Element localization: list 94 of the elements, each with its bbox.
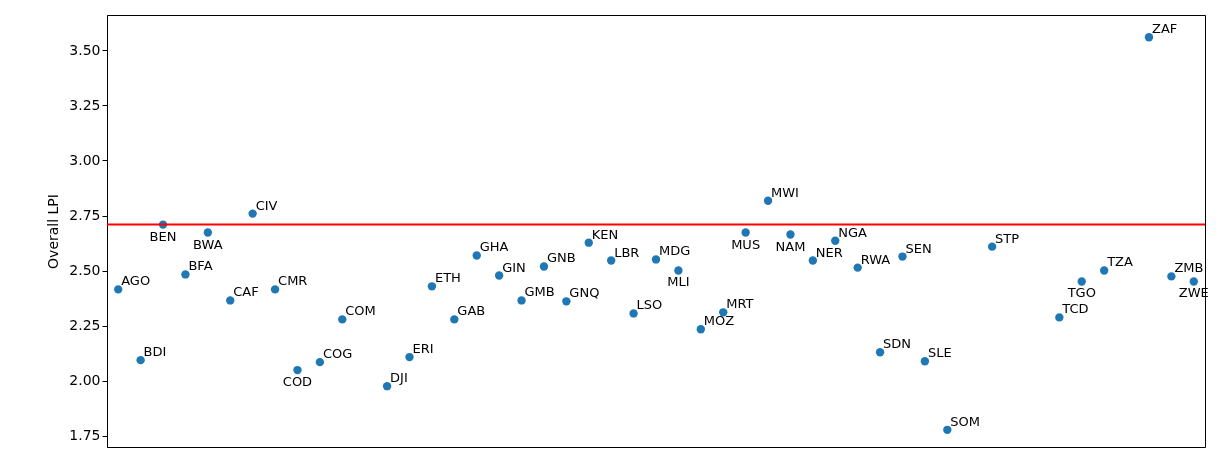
- data-label: AGO: [121, 273, 151, 289]
- data-label: STP: [995, 230, 1020, 246]
- data-label: MRT: [726, 296, 754, 312]
- point: [539, 262, 549, 271]
- point: [181, 270, 190, 279]
- y-tick-label: 2.00: [69, 372, 101, 389]
- data-label: COG: [322, 346, 353, 362]
- data-label: ERI: [412, 341, 434, 357]
- data-label: CAF: [233, 284, 259, 300]
- data-label: BFA: [188, 258, 213, 274]
- data-label: CIV: [255, 197, 278, 213]
- point: [920, 357, 930, 366]
- data-label: ZAF: [1151, 21, 1178, 37]
- point: [248, 209, 257, 218]
- data-label: MLI: [667, 274, 690, 290]
- point: [786, 230, 795, 239]
- point: [875, 348, 885, 357]
- data-label: SLE: [927, 345, 952, 361]
- data-label: ZMB: [1174, 260, 1204, 276]
- point: [741, 228, 750, 237]
- data-label: NER: [815, 244, 843, 260]
- point: [405, 352, 414, 362]
- y-tick-label: 3.50: [69, 41, 101, 58]
- point: [853, 263, 862, 272]
- point: [450, 315, 459, 324]
- data-label: SDN: [883, 336, 912, 352]
- point: [831, 236, 840, 245]
- point: [136, 355, 145, 365]
- data-label: BEN: [149, 228, 177, 244]
- point: [226, 296, 235, 305]
- data-label: GAB: [457, 303, 486, 319]
- data-label: LSO: [636, 297, 663, 313]
- data-label: COM: [345, 303, 376, 319]
- point: [1055, 313, 1064, 322]
- data-label: TZA: [1106, 254, 1134, 270]
- point: [293, 365, 302, 375]
- data-label: ETH: [434, 270, 461, 286]
- point: [315, 357, 325, 367]
- point: [607, 256, 616, 265]
- y-tick-label: 3.25: [69, 96, 101, 113]
- point: [562, 297, 571, 306]
- data-label: RWA: [860, 251, 891, 267]
- point: [629, 309, 638, 318]
- data-label: KEN: [591, 226, 619, 242]
- data-label: GNQ: [569, 285, 600, 301]
- point: [943, 425, 952, 434]
- data-label: MOZ: [703, 313, 735, 329]
- point: [696, 325, 705, 334]
- data-label: LBR: [614, 244, 640, 260]
- data-label: GNB: [546, 250, 576, 266]
- point: [472, 251, 481, 260]
- point: [270, 285, 280, 294]
- point: [584, 238, 593, 247]
- data-label: DJI: [390, 370, 408, 386]
- point: [987, 242, 997, 251]
- data-label: GMB: [524, 284, 555, 300]
- y-tick-label: 2.25: [69, 317, 101, 334]
- data-label: SOM: [950, 413, 981, 429]
- point: [651, 255, 661, 264]
- point: [338, 315, 347, 324]
- point: [517, 296, 526, 305]
- data-label: MWI: [771, 184, 799, 200]
- y-tick-label: 2.75: [69, 207, 101, 224]
- point: [763, 196, 773, 205]
- point: [1189, 277, 1198, 286]
- data-label: CMR: [278, 273, 308, 289]
- point: [1144, 33, 1154, 42]
- point: [1167, 272, 1176, 281]
- y-tick-label: 2.50: [69, 262, 101, 279]
- point: [114, 285, 123, 294]
- point: [494, 271, 504, 280]
- y-tick-label: 3.00: [69, 151, 101, 168]
- point: [674, 266, 683, 275]
- point: [898, 252, 907, 261]
- data-label: GIN: [502, 259, 526, 275]
- data-label: MDG: [659, 243, 691, 259]
- point: [1099, 266, 1109, 275]
- data-label: NAM: [775, 238, 806, 254]
- point: [427, 282, 437, 291]
- data-label: GHA: [479, 239, 509, 255]
- point: [382, 381, 392, 391]
- data-label: BDI: [143, 344, 167, 360]
- data-label: TCD: [1061, 301, 1089, 317]
- y-tick-label: 1.75: [69, 427, 101, 444]
- data-label: SEN: [905, 240, 932, 256]
- y-axis-title: Overall LPI: [45, 194, 62, 269]
- data-label: TGO: [1066, 285, 1096, 301]
- point: [203, 228, 213, 237]
- data-label: BWA: [193, 236, 223, 252]
- data-label: COD: [282, 374, 313, 390]
- data-label: MUS: [731, 236, 761, 252]
- data-label: NGA: [838, 224, 868, 240]
- point: [1077, 277, 1086, 286]
- point: [808, 256, 818, 265]
